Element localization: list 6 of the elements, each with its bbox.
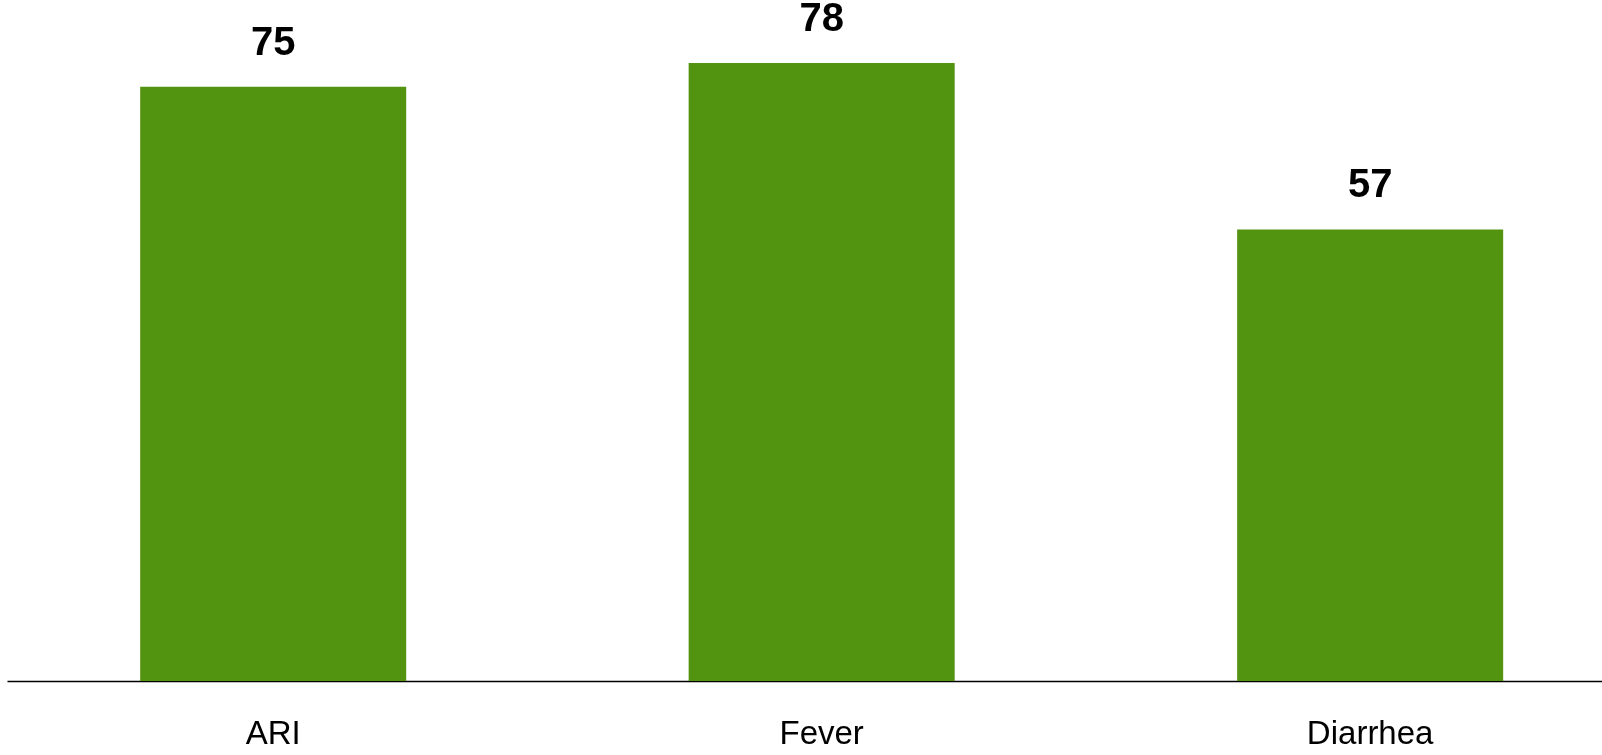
data-label: 78 <box>799 0 844 39</box>
data-label: 75 <box>250 18 296 63</box>
x-tick-label: Diarrhea <box>1306 713 1435 751</box>
x-tick-label: Fever <box>779 713 864 751</box>
data-label: 57 <box>1347 161 1393 206</box>
x-tick-label: ARI <box>245 713 301 751</box>
